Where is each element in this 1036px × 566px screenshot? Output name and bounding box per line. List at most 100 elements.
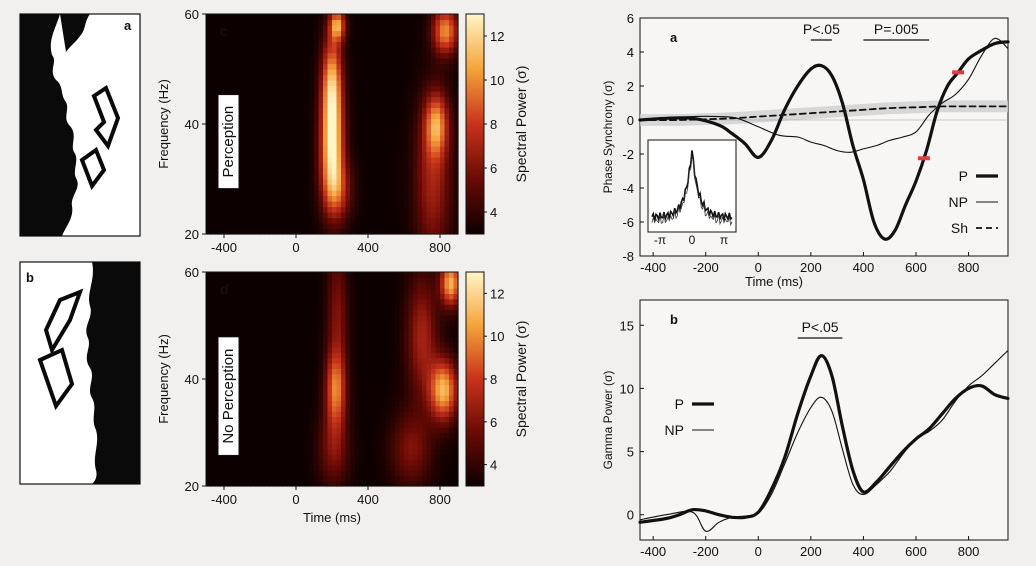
heatmap-cell	[260, 58, 266, 65]
heatmap-cell	[354, 63, 360, 70]
heatmap-cell	[449, 25, 455, 32]
heatmap-cell	[210, 475, 216, 482]
heatmap-cell	[278, 480, 284, 487]
heatmap-cell	[413, 277, 419, 284]
heatmap-cell	[210, 443, 216, 450]
heatmap-cell	[287, 341, 293, 348]
heatmap-cell	[404, 217, 410, 224]
heatmap-cell	[422, 405, 428, 412]
heatmap-cell	[264, 179, 270, 186]
heatmap-cell	[368, 168, 374, 175]
heatmap-cell	[282, 373, 288, 380]
heatmap-x-tick-label: 0	[292, 492, 299, 507]
heatmap-cell	[386, 47, 392, 54]
heatmap-cell	[242, 113, 248, 120]
heatmap-cell	[215, 325, 221, 332]
heatmap-cell	[287, 437, 293, 444]
heatmap-cell	[350, 63, 356, 70]
heatmap-cell	[332, 30, 338, 37]
heatmap-cell	[246, 124, 252, 131]
heatmap-cell	[332, 448, 338, 455]
heatmap-cell	[408, 30, 414, 37]
heatmap-cell	[453, 118, 459, 125]
heatmap-cell	[300, 146, 306, 153]
heatmap-cell	[237, 228, 243, 235]
heatmap-cell	[251, 102, 257, 109]
heatmap-cell	[278, 179, 284, 186]
heatmap-cell	[336, 330, 342, 337]
heatmap-cell	[422, 113, 428, 120]
heatmap-cell	[282, 201, 288, 208]
heatmap-cell	[426, 464, 432, 471]
heatmap-cell	[206, 74, 212, 81]
heatmap-cell	[354, 179, 360, 186]
heatmap-cell	[215, 459, 221, 466]
heatmap-cell	[359, 140, 365, 147]
heatmap-cell	[341, 304, 347, 311]
heatmap-cell	[404, 85, 410, 92]
heatmap-cell	[386, 362, 392, 369]
heatmap-x-tick-label: 800	[429, 492, 451, 507]
heatmap-cell	[395, 30, 401, 37]
heatmap-cell	[431, 124, 437, 131]
heatmap-cell	[368, 282, 374, 289]
heatmap-cell	[453, 400, 459, 407]
heatmap-cell	[246, 74, 252, 81]
heatmap-cell	[305, 91, 311, 98]
heatmap-cell	[390, 201, 396, 208]
heatmap-cell	[444, 309, 450, 316]
heatmap-cell	[408, 464, 414, 471]
heatmap-cell	[417, 212, 423, 219]
heatmap-cell	[368, 30, 374, 37]
heatmap-cell	[377, 475, 383, 482]
heatmap-cell	[381, 384, 387, 391]
heatmap-cell	[350, 107, 356, 114]
heatmap-cell	[264, 135, 270, 142]
heatmap-cell	[273, 427, 279, 434]
heatmap-cell	[206, 330, 212, 337]
heatmap-cell	[426, 168, 432, 175]
heatmap-cell	[449, 416, 455, 423]
heatmap-cell	[206, 113, 212, 120]
heatmap-cell	[323, 118, 329, 125]
heatmap-cell	[444, 400, 450, 407]
heatmap-cell	[341, 124, 347, 131]
heatmap-cell	[251, 405, 257, 412]
heatmap-cell	[264, 288, 270, 294]
heatmap-cell	[242, 427, 248, 434]
heatmap-cell	[395, 325, 401, 332]
heatmap-cell	[206, 80, 212, 87]
heatmap-cell	[350, 427, 356, 434]
heatmap-cell	[422, 36, 428, 43]
heatmap-cell	[444, 395, 450, 401]
heatmap-cell	[206, 69, 212, 76]
heatmap-cell	[251, 36, 257, 43]
heatmap-cell	[359, 206, 365, 213]
heatmap-cell	[210, 330, 216, 337]
heatmap-cell	[341, 293, 347, 300]
heatmap-cell	[260, 352, 266, 359]
heatmap-cell	[408, 341, 414, 348]
heatmap-cell	[309, 325, 315, 332]
heatmap-cell	[233, 36, 239, 43]
heatmap-cell	[368, 416, 374, 423]
heatmap-cell	[444, 217, 450, 224]
heatmap-cell	[408, 405, 414, 412]
heatmap-cell	[417, 469, 423, 476]
heatmap-cell	[399, 341, 405, 348]
heatmap-cell	[354, 320, 360, 327]
heatmap-cell	[363, 146, 369, 153]
heatmap-cell	[413, 384, 419, 391]
heatmap-cell	[408, 384, 414, 391]
heatmap-cell	[431, 36, 437, 43]
heatmap-cell	[386, 201, 392, 208]
heatmap-cell	[278, 63, 284, 70]
heatmap-cell	[453, 453, 459, 460]
heatmap-cell	[444, 129, 450, 136]
heatmap-cell	[296, 63, 302, 70]
heatmap-cell	[354, 480, 360, 487]
heatmap-cell	[404, 309, 410, 316]
heatmap-cell	[237, 206, 243, 213]
heatmap-cell	[269, 298, 275, 305]
heatmap-cell	[359, 30, 365, 37]
